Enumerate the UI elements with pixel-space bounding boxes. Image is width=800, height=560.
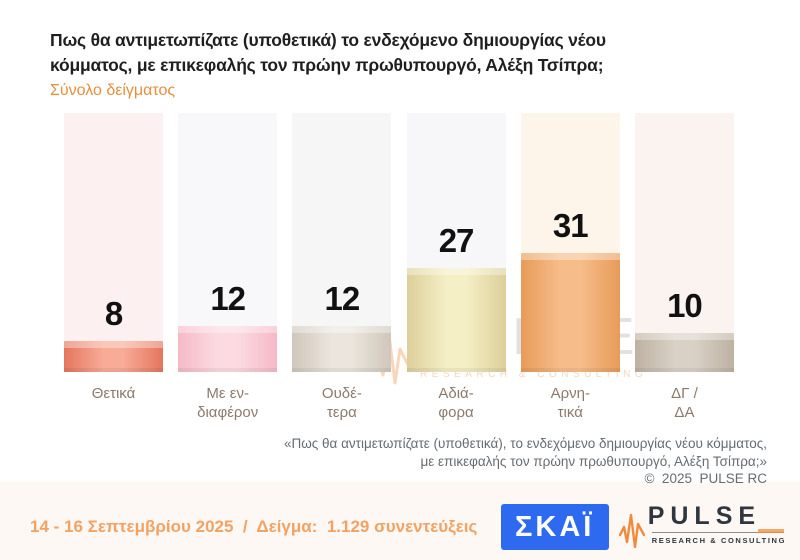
- bar: [64, 341, 163, 372]
- bar-value-label: 12: [210, 280, 246, 317]
- fieldwork-info: 14 - 16 Σεπτεμβρίου 2025 / Δείγμα: 1.129…: [30, 517, 478, 536]
- pulse-logo: PULSE RESEARCH & CONSULTING: [618, 503, 786, 551]
- bar-column-5: 10 ΔΓ / ΔΑ: [634, 113, 734, 421]
- bar-track-0: [64, 113, 163, 372]
- bar-category-label: Ουδέ-τερα: [321, 385, 362, 421]
- pulse-logo-rule-mark: [758, 529, 784, 533]
- bar-category-label: Αδιά-φορα: [438, 385, 474, 421]
- skai-logo-text: ΣΚΑΪ: [515, 510, 595, 543]
- bar-column-3: 27 Αδιά-φορα: [406, 113, 506, 421]
- bar-category-label: ΔΓ / ΔΑ: [671, 385, 698, 421]
- quote-line-2: με επικεφαλής τον πρώην πρωθυπουργό, Αλέ…: [420, 453, 767, 469]
- bottom-bar: 14 - 16 Σεπτεμβρίου 2025 / Δείγμα: 1.129…: [0, 494, 800, 560]
- bar-value-label: 31: [552, 207, 589, 244]
- bar-column-1: 12 Με εν-διαφέρον: [178, 113, 278, 421]
- pulse-logo-text: PULSE: [647, 502, 762, 530]
- bar-column-2: 12 Ουδέ-τερα: [292, 113, 392, 421]
- bar: [292, 326, 392, 372]
- sample-subtitle: Σύνολο δείγματος: [50, 82, 176, 99]
- copyright-line: © 2025 PULSE RC: [644, 471, 767, 486]
- quote-line-1: «Πως θα αντιμετωπίζατε (υποθετικά), το ε…: [283, 436, 767, 451]
- bar-value-label: 10: [667, 287, 703, 324]
- bar: [406, 268, 506, 372]
- source-quote: «Πως θα αντιμετωπίζατε (υποθετικά), το ε…: [284, 435, 767, 488]
- bar-column-4: 31 Αρνη-τικά: [520, 113, 620, 421]
- bar: [520, 253, 620, 372]
- pulse-logo-text-block: PULSE RESEARCH & CONSULTING: [648, 503, 786, 545]
- bar-chart: PULSE RESEARCH & CONSULTING 8Θετικά12Με …: [64, 113, 734, 421]
- bar: [178, 326, 278, 372]
- bars-layer: 8 Θετικά 12 Με εν-διαφέρον 12 Ουδέ-τερα 27 Αδιά…: [64, 113, 734, 421]
- bar-category-label: Με εν-διαφέρον: [197, 385, 259, 421]
- bar-column-0: 8 Θετικά: [64, 113, 163, 402]
- pulse-logo-subtitle: RESEARCH & CONSULTING: [651, 536, 786, 545]
- bar-track-5: [634, 113, 734, 372]
- logos-row: ΣΚΑΪ PULSE RESEARCH & CONSULTING: [500, 503, 786, 551]
- pulse-logo-rule: [651, 529, 784, 534]
- bar-value-label: 8: [104, 295, 123, 332]
- pulse-logo-rule-line: [651, 532, 784, 533]
- pulse-logo-waveform-icon: [618, 513, 645, 549]
- bar-value-label: 27: [438, 222, 475, 259]
- bar-value-label: 12: [324, 280, 361, 317]
- bar-category-label: Θετικά: [91, 385, 136, 402]
- bar: [634, 333, 734, 372]
- bar-category-label: Αρνη-τικά: [550, 385, 590, 421]
- page-title: Πως θα αντιμετωπίζατε (υποθετικά) το ενδ…: [50, 30, 606, 75]
- skai-logo: ΣΚΑΪ: [500, 504, 609, 550]
